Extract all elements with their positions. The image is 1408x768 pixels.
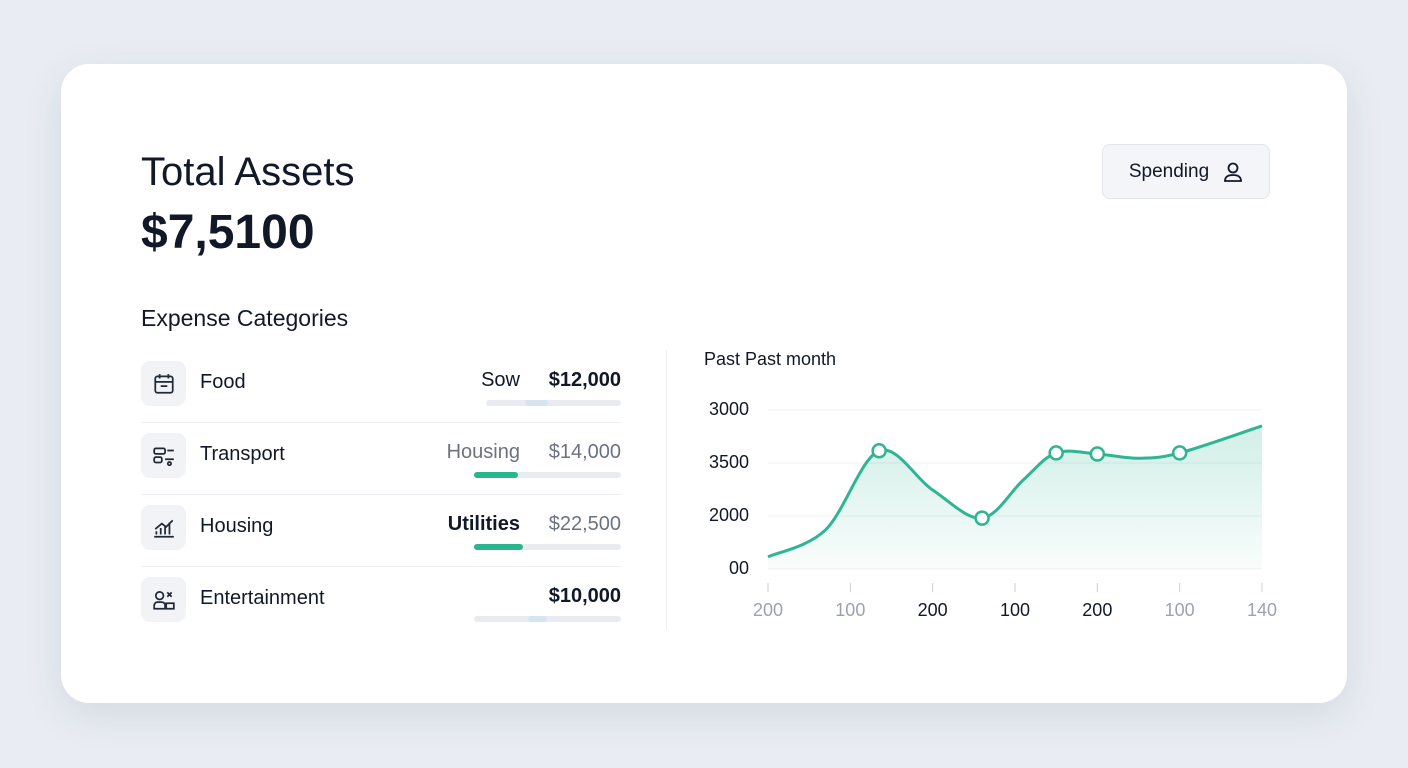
y-tick-label: 2000 [709, 505, 749, 525]
category-label: Sow [481, 369, 520, 391]
category-name: Housing [200, 515, 274, 537]
point-marker [871, 443, 887, 459]
progress-track [486, 400, 621, 406]
progress-track [474, 544, 621, 550]
icon-glyph [153, 519, 174, 538]
category-amount: $10,000 [548, 585, 621, 607]
x-tick-label: 200 [753, 600, 783, 620]
progress-track [474, 472, 621, 478]
x-tick-label: 100 [1000, 600, 1030, 620]
line [767, 424, 1263, 559]
total-amount: $7,5100 [141, 206, 315, 259]
row-separator [141, 422, 621, 423]
x-tick-label: 100 [1165, 600, 1195, 620]
category-icon [141, 361, 186, 406]
progress-bar [528, 616, 548, 622]
y-tick-label: 00 [729, 558, 749, 578]
row-separator [141, 494, 621, 495]
icon-glyph [153, 373, 174, 394]
divider [666, 350, 667, 630]
category-amount: $22,500 [548, 513, 621, 535]
row-separator [141, 566, 621, 567]
button-label: Spending [1128, 160, 1210, 182]
point-marker [1171, 445, 1188, 461]
x-tick-label: 140 [1247, 600, 1277, 620]
point-marker [1048, 445, 1064, 461]
category-icon [141, 577, 186, 622]
category-label: Utilities [447, 513, 520, 535]
y-tick-label: 3500 [709, 452, 749, 472]
point-marker [974, 510, 990, 526]
category-amount: $12,000 [548, 369, 621, 391]
title: Total Assets [141, 150, 355, 194]
category-name: Entertainment [200, 587, 325, 609]
progress-bar [474, 472, 519, 478]
category-name: Transport [200, 443, 285, 465]
progress-bar [525, 400, 549, 406]
category-icon [141, 433, 186, 478]
x-tick-label: 100 [835, 600, 865, 620]
section-title: Expense Categories [141, 305, 349, 331]
icon-glyph [152, 446, 174, 466]
category-amount: $14,000 [548, 441, 621, 463]
spending-button[interactable]: Spending [1102, 144, 1270, 199]
x-tick-label: 200 [918, 600, 948, 620]
icon-glyph [152, 590, 175, 610]
area-fill [768, 425, 1262, 569]
user-icon [1224, 162, 1243, 182]
y-tick-label: 3000 [709, 399, 749, 419]
category-label: Housing [446, 441, 520, 463]
category-name: Food [200, 371, 246, 393]
progress-bar [474, 544, 523, 550]
point-marker [1089, 446, 1106, 462]
chart-title: Past Past month [704, 349, 836, 369]
category-icon [141, 505, 186, 550]
progress-track [474, 616, 621, 622]
x-tick-label: 200 [1082, 600, 1112, 620]
